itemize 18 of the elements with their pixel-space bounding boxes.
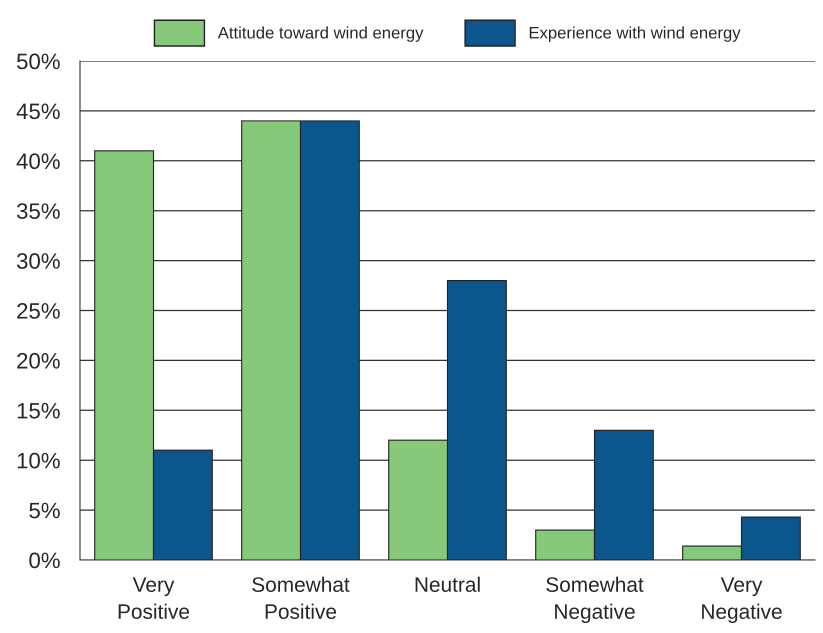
y-tick-label: 25%	[17, 303, 60, 319]
y-tick-label: 50%	[16, 54, 60, 70]
x-tick-label: Neutral	[416, 576, 480, 592]
y-tick-label: 35%	[16, 203, 60, 219]
x-tick-label: Somewhat Negative	[546, 576, 644, 624]
y-tick-label: 0%	[29, 552, 60, 568]
legend-label: Experience with wind energy	[530, 26, 741, 42]
x-tick-label: Very Negative	[702, 577, 782, 624]
legend-label: Attitude toward wind energy	[218, 26, 424, 42]
x-tick-label: Somewhat Positive	[252, 576, 350, 619]
y-tick-label: 30%	[16, 253, 60, 269]
y-tick-label: 5%	[29, 502, 60, 518]
y-tick-label: 40%	[16, 153, 60, 170]
y-tick-label: 10%	[18, 452, 60, 468]
y-tick-label: 20%	[17, 352, 60, 369]
x-tick-label: Very Positive	[118, 577, 190, 619]
y-tick-label: 15%	[18, 402, 60, 419]
y-tick-label: 45%	[16, 104, 60, 120]
